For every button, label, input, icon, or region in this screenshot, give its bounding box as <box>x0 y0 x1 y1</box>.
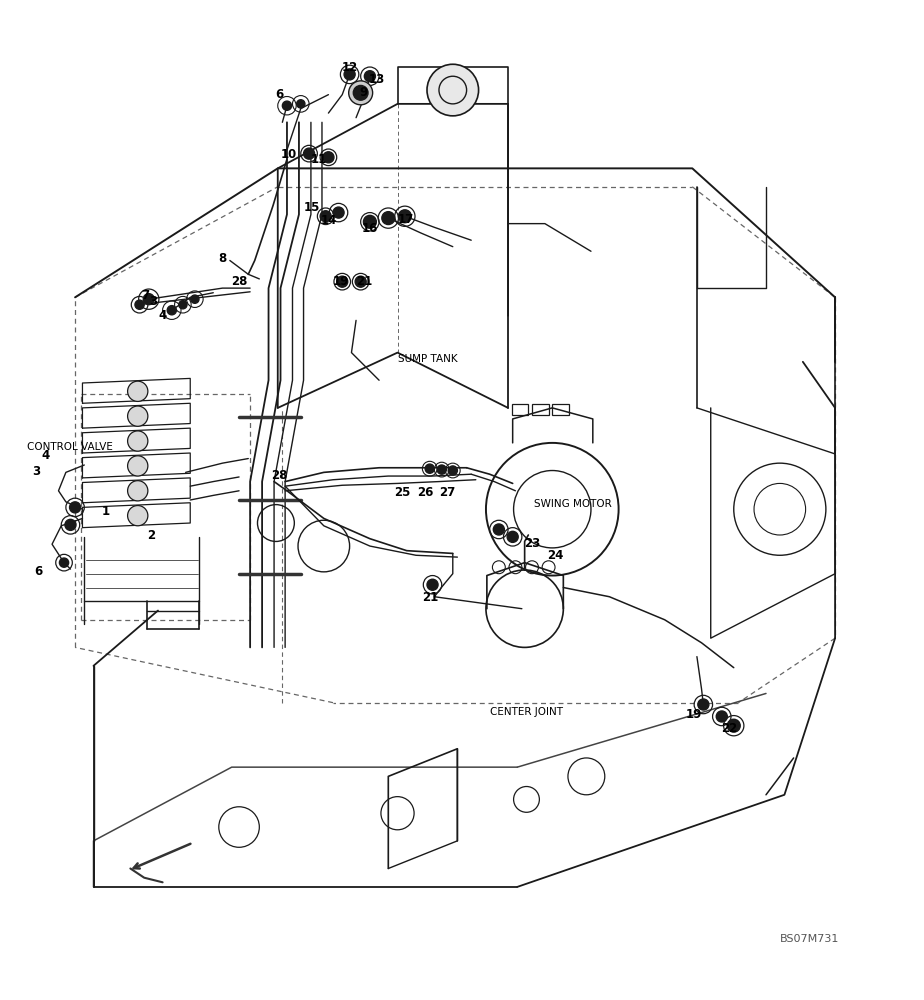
Text: 24: 24 <box>547 549 564 562</box>
Text: CENTER JOINT: CENTER JOINT <box>490 707 563 717</box>
Text: 12: 12 <box>342 61 358 74</box>
Text: 25: 25 <box>394 486 410 499</box>
Circle shape <box>698 699 709 710</box>
Text: 1: 1 <box>102 505 110 518</box>
Text: 28: 28 <box>272 469 287 482</box>
Text: 4: 4 <box>159 309 166 322</box>
Text: 4: 4 <box>42 449 50 462</box>
Circle shape <box>363 215 376 228</box>
Text: 2: 2 <box>148 529 155 542</box>
Text: BS07M731: BS07M731 <box>781 934 840 944</box>
Text: 22: 22 <box>721 722 737 735</box>
Circle shape <box>128 406 148 426</box>
Text: SWING MOTOR: SWING MOTOR <box>534 499 612 509</box>
Circle shape <box>135 300 144 309</box>
Circle shape <box>427 64 479 116</box>
Circle shape <box>65 519 76 530</box>
Text: 16: 16 <box>361 222 378 235</box>
Text: 19: 19 <box>334 275 349 288</box>
Circle shape <box>128 506 148 526</box>
Circle shape <box>336 276 347 287</box>
Circle shape <box>398 210 411 223</box>
Circle shape <box>348 81 372 105</box>
Text: 6: 6 <box>275 88 284 101</box>
Text: CONTROL VALVE: CONTROL VALVE <box>27 442 113 452</box>
Text: 11: 11 <box>311 153 327 166</box>
Text: 23: 23 <box>524 537 541 550</box>
Text: 19: 19 <box>686 708 702 721</box>
Text: 3: 3 <box>32 465 41 478</box>
Circle shape <box>59 558 68 567</box>
Circle shape <box>128 456 148 476</box>
Circle shape <box>437 465 446 474</box>
Circle shape <box>427 579 438 590</box>
Circle shape <box>178 301 187 309</box>
Text: 17: 17 <box>397 213 414 226</box>
Text: 14: 14 <box>321 214 336 227</box>
Text: 26: 26 <box>417 486 433 499</box>
Circle shape <box>297 100 305 108</box>
Circle shape <box>382 212 395 225</box>
Text: 6: 6 <box>34 565 43 578</box>
Text: 9: 9 <box>359 86 368 99</box>
Text: 7: 7 <box>141 289 149 302</box>
Circle shape <box>353 85 368 100</box>
Circle shape <box>716 711 727 722</box>
Circle shape <box>128 381 148 401</box>
Circle shape <box>448 466 457 475</box>
Text: SUMP TANK: SUMP TANK <box>397 354 457 364</box>
Text: 13: 13 <box>368 73 384 86</box>
Text: 28: 28 <box>231 275 248 288</box>
Circle shape <box>283 101 292 110</box>
Bar <box>553 404 569 415</box>
Text: 27: 27 <box>439 486 456 499</box>
Text: 3: 3 <box>150 295 157 308</box>
Circle shape <box>69 502 80 513</box>
Text: 21: 21 <box>357 275 372 288</box>
Circle shape <box>493 524 505 535</box>
Circle shape <box>727 719 740 732</box>
Circle shape <box>507 531 518 542</box>
Text: 10: 10 <box>281 148 297 161</box>
Circle shape <box>143 294 154 305</box>
Circle shape <box>128 481 148 501</box>
Circle shape <box>344 69 355 80</box>
Text: 21: 21 <box>422 591 439 604</box>
Circle shape <box>128 431 148 451</box>
Bar <box>532 404 549 415</box>
Text: 8: 8 <box>218 252 226 265</box>
Circle shape <box>425 464 434 473</box>
Bar <box>512 404 529 415</box>
Circle shape <box>322 152 334 163</box>
Circle shape <box>364 71 375 82</box>
Circle shape <box>304 148 314 159</box>
Text: 15: 15 <box>304 201 320 214</box>
Circle shape <box>167 306 176 315</box>
Circle shape <box>333 207 344 218</box>
Circle shape <box>320 211 331 222</box>
Circle shape <box>355 276 366 287</box>
Circle shape <box>190 295 199 303</box>
